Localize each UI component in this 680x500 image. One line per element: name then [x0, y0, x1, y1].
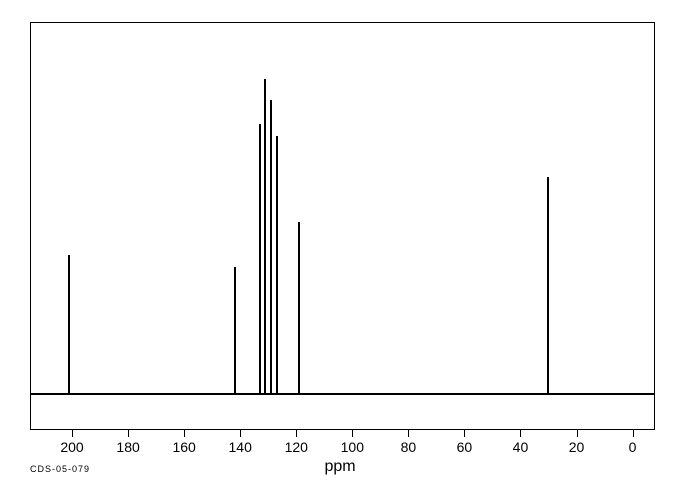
x-tick — [633, 430, 634, 437]
peak — [547, 177, 549, 393]
footer-label: CDS-05-079 — [30, 464, 90, 474]
x-tick-label: 120 — [285, 439, 308, 455]
x-tick-label: 40 — [513, 439, 529, 455]
x-tick — [72, 430, 73, 437]
x-tick — [408, 430, 409, 437]
x-tick-label: 100 — [341, 439, 364, 455]
peak — [259, 124, 261, 393]
x-tick-label: 140 — [229, 439, 252, 455]
nmr-chart-container: ppm CDS-05-079 0 20 40 60 80 100 120 140 160 180 2… — [0, 0, 680, 500]
x-tick-label: 20 — [569, 439, 585, 455]
x-tick-label: 0 — [629, 439, 637, 455]
x-tick — [184, 430, 185, 437]
x-tick-label: 80 — [401, 439, 417, 455]
x-tick-label: 60 — [457, 439, 473, 455]
x-tick-label: 200 — [60, 439, 83, 455]
peak — [264, 79, 266, 393]
x-tick — [520, 430, 521, 437]
x-tick — [296, 430, 297, 437]
baseline — [31, 393, 654, 395]
x-tick — [128, 430, 129, 437]
x-tick-label: 180 — [116, 439, 139, 455]
peak — [276, 136, 278, 393]
peak — [270, 100, 272, 394]
x-tick — [240, 430, 241, 437]
x-tick — [352, 430, 353, 437]
x-tick — [577, 430, 578, 437]
plot-area — [30, 22, 655, 430]
peak — [298, 222, 300, 393]
x-tick-label: 160 — [172, 439, 195, 455]
x-tick — [464, 430, 465, 437]
peak — [234, 267, 236, 393]
peak — [68, 255, 70, 394]
x-axis-label: ppm — [325, 458, 356, 476]
